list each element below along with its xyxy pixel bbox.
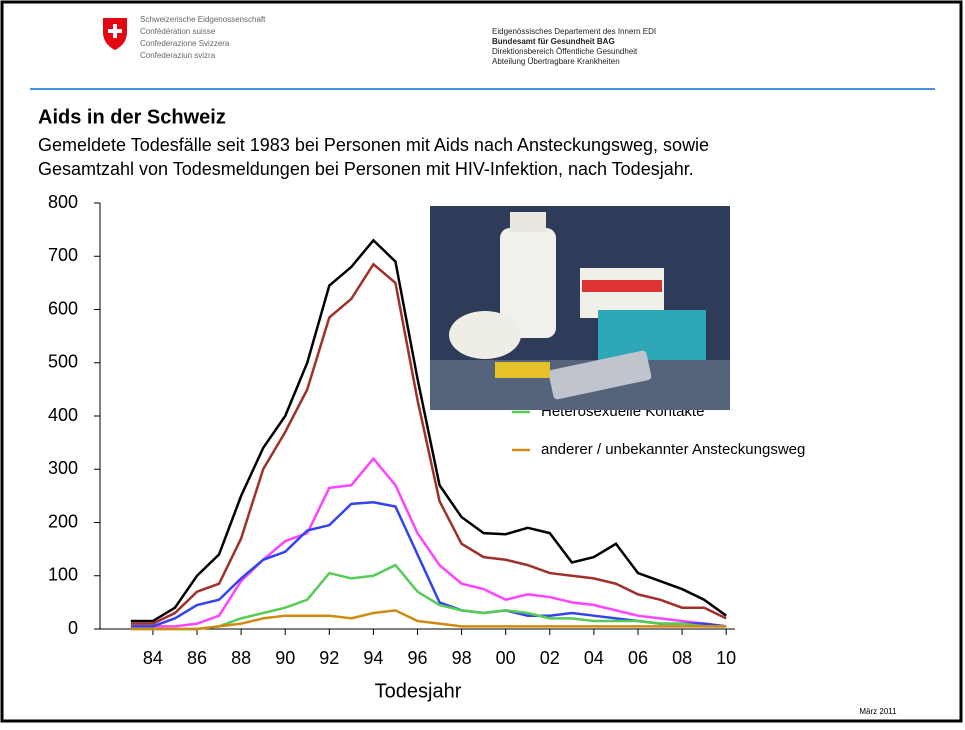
- x-tick-label: 04: [584, 648, 604, 668]
- y-tick-label: 200: [48, 511, 78, 531]
- y-tick-label: 700: [48, 245, 78, 265]
- slide: Schweizerische Eidgenossenschaft Confédér…: [0, 0, 965, 725]
- y-tick-label: 400: [48, 405, 78, 425]
- x-tick-label: 10: [716, 648, 736, 668]
- x-tick-label: 98: [452, 648, 472, 668]
- x-tick-label: 02: [540, 648, 560, 668]
- dept-line: Eidgenössisches Departement des Innern E…: [492, 27, 656, 36]
- x-tick-label: 94: [363, 648, 383, 668]
- y-tick-label: 100: [48, 565, 78, 585]
- x-tick-label: 08: [672, 648, 692, 668]
- x-tick-label: 06: [628, 648, 648, 668]
- footer-date: März 2011: [859, 707, 897, 716]
- x-axis-label: Todesjahr: [375, 680, 462, 702]
- y-tick-label: 500: [48, 352, 78, 372]
- org-line: Schweizerische Eidgenossenschaft: [140, 15, 266, 24]
- x-tick-label: 90: [275, 648, 295, 668]
- x-tick-label: 88: [231, 648, 251, 668]
- x-tick-label: 92: [319, 648, 339, 668]
- dept-line: Abteilung Übertragbare Krankheiten: [492, 57, 620, 66]
- org-line: Confederaziun svizra: [140, 51, 216, 60]
- x-tick-label: 86: [187, 648, 207, 668]
- legend-label: anderer / unbekannter Ansteckungsweg: [541, 441, 805, 458]
- y-tick-label: 600: [48, 298, 78, 318]
- photo: [430, 206, 730, 410]
- dept-line: Direktionsbereich Öffentliche Gesundheit: [492, 47, 638, 56]
- y-tick-label: 800: [48, 192, 78, 212]
- y-tick-label: 0: [68, 618, 78, 638]
- x-tick-label: 00: [496, 648, 516, 668]
- x-tick-label: 84: [143, 648, 163, 668]
- y-tick-label: 300: [48, 458, 78, 478]
- chart-title: Aids in der Schweiz: [38, 106, 226, 128]
- x-tick-label: 96: [407, 648, 427, 668]
- org-line: Confédération suisse: [140, 27, 216, 36]
- dept-line: Bundesamt für Gesundheit BAG: [492, 37, 615, 46]
- org-line: Confederazione Svizzera: [140, 39, 230, 48]
